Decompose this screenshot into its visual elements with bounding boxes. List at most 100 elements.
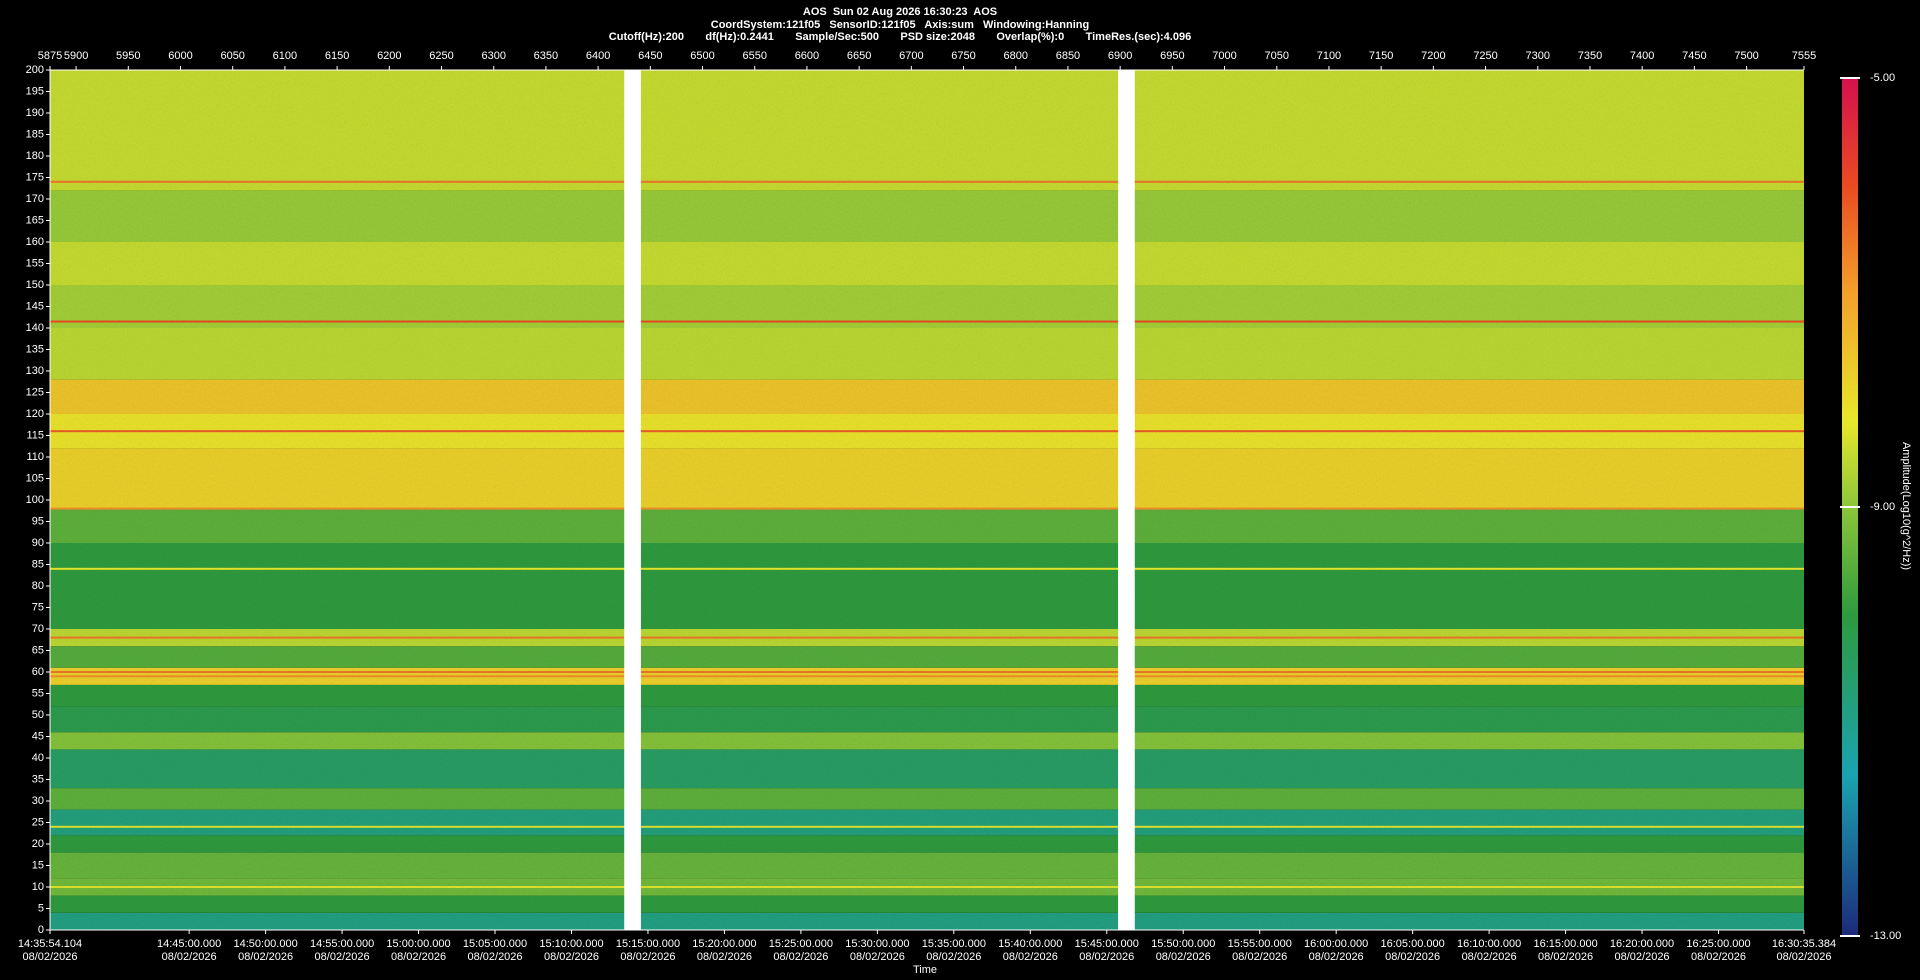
time-tick-label: 14:45:00.000 [157,938,221,950]
time-tick-label: 15:30:00.000 [845,938,909,950]
x-tick-label: 7000 [1212,50,1236,62]
time-tick-label: 16:00:00.000 [1304,938,1368,950]
time-tick-label: 16:30:35.384 [1772,938,1836,950]
time-tick-label: 15:45:00.000 [1075,938,1139,950]
colorbar-tick-label: -9.00 [1870,501,1895,513]
x-tick-label: 7250 [1473,50,1497,62]
y-tick-label: 180 [26,150,44,162]
date-tick-label: 08/02/2026 [467,951,522,963]
date-tick-label: 08/02/2026 [315,951,370,963]
y-tick-label: 185 [26,128,44,140]
date-tick-label: 08/02/2026 [1538,951,1593,963]
time-tick-label: 15:50:00.000 [1151,938,1215,950]
x-tick-label: 7050 [1265,50,1289,62]
date-tick-label: 08/02/2026 [391,951,446,963]
header-line: Cutoff(Hz):200 df(Hz):0.2441 Sample/Sec:… [609,31,1191,43]
time-tick-label: 15:20:00.000 [692,938,756,950]
x-tick-label: 6250 [429,50,453,62]
date-tick-label: 08/02/2026 [1462,951,1517,963]
x-tick-label: 7350 [1578,50,1602,62]
y-tick-label: 25 [32,816,44,828]
x-tick-label: 6400 [586,50,610,62]
y-tick-label: 155 [26,257,44,269]
y-tick-label: 190 [26,107,44,119]
x-tick-label: 6000 [168,50,192,62]
x-tick-label: 5875 [38,50,62,62]
time-tick-label: 15:25:00.000 [769,938,833,950]
x-tick-label: 7300 [1526,50,1550,62]
time-tick-label: 16:20:00.000 [1610,938,1674,950]
date-tick-label: 08/02/2026 [1003,951,1058,963]
y-tick-label: 20 [32,838,44,850]
x-tick-label: 6750 [951,50,975,62]
y-tick-label: 170 [26,193,44,205]
y-tick-label: 160 [26,236,44,248]
y-tick-label: 115 [26,429,44,441]
y-tick-label: 95 [32,515,44,527]
y-tick-label: 125 [26,386,44,398]
x-tick-label: 6600 [795,50,819,62]
y-tick-label: 70 [32,623,44,635]
date-tick-label: 08/02/2026 [926,951,981,963]
date-tick-label: 08/02/2026 [1691,951,1746,963]
y-tick-label: 80 [32,580,44,592]
date-tick-label: 08/02/2026 [1776,951,1831,963]
texture [50,70,1804,930]
x-axis-title: Time [913,964,937,976]
y-tick-label: 35 [32,773,44,785]
time-tick-label: 14:55:00.000 [310,938,374,950]
x-tick-label: 6650 [847,50,871,62]
date-tick-label: 08/02/2026 [238,951,293,963]
y-tick-label: 165 [26,214,44,226]
y-tick-label: 45 [32,730,44,742]
date-tick-label: 08/02/2026 [22,951,77,963]
date-tick-label: 08/02/2026 [1385,951,1440,963]
y-tick-label: 40 [32,752,44,764]
x-tick-label: 7150 [1369,50,1393,62]
y-tick-label: 100 [26,494,44,506]
x-tick-label: 6950 [1160,50,1184,62]
y-tick-label: 60 [32,666,44,678]
date-tick-label: 08/02/2026 [1156,951,1211,963]
x-tick-label: 6050 [220,50,244,62]
time-tick-label: 15:00:00.000 [386,938,450,950]
y-tick-label: 145 [26,300,44,312]
date-tick-label: 08/02/2026 [544,951,599,963]
x-tick-label: 6800 [1004,50,1028,62]
time-tick-label: 15:05:00.000 [463,938,527,950]
date-tick-label: 08/02/2026 [162,951,217,963]
heatmap [50,70,1804,930]
date-tick-label: 08/02/2026 [697,951,752,963]
date-tick-label: 08/02/2026 [850,951,905,963]
colorbar-tick-label: -13.00 [1870,930,1901,942]
time-tick-label: 16:10:00.000 [1457,938,1521,950]
data-gap [1118,70,1135,930]
x-tick-label: 6100 [273,50,297,62]
y-tick-label: 105 [26,472,44,484]
date-tick-label: 08/02/2026 [1079,951,1134,963]
x-tick-label: 5900 [64,50,88,62]
x-tick-label: 6900 [1108,50,1132,62]
x-tick-label: 6300 [481,50,505,62]
x-tick-label: 5950 [116,50,140,62]
y-tick-label: 10 [32,881,44,893]
time-tick-label: 15:15:00.000 [616,938,680,950]
y-tick-label: 50 [32,709,44,721]
data-gap [624,70,641,930]
y-tick-label: 85 [32,558,44,570]
y-tick-label: 30 [32,795,44,807]
header-line: CoordSystem:121f05 SensorID:121f05 Axis:… [711,19,1089,31]
time-tick-label: 14:35:54.104 [18,938,82,950]
colorbar-tick-label: -5.00 [1870,72,1895,84]
y-tick-label: 120 [26,408,44,420]
y-tick-label: 55 [32,687,44,699]
x-tick-label: 6850 [1056,50,1080,62]
header-line: AOS Sun 02 Aug 2026 16:30:23 AOS [803,6,997,18]
time-tick-label: 16:25:00.000 [1686,938,1750,950]
time-tick-label: 15:10:00.000 [539,938,603,950]
y-tick-label: 130 [26,365,44,377]
x-tick-label: 6350 [534,50,558,62]
date-tick-label: 08/02/2026 [620,951,675,963]
